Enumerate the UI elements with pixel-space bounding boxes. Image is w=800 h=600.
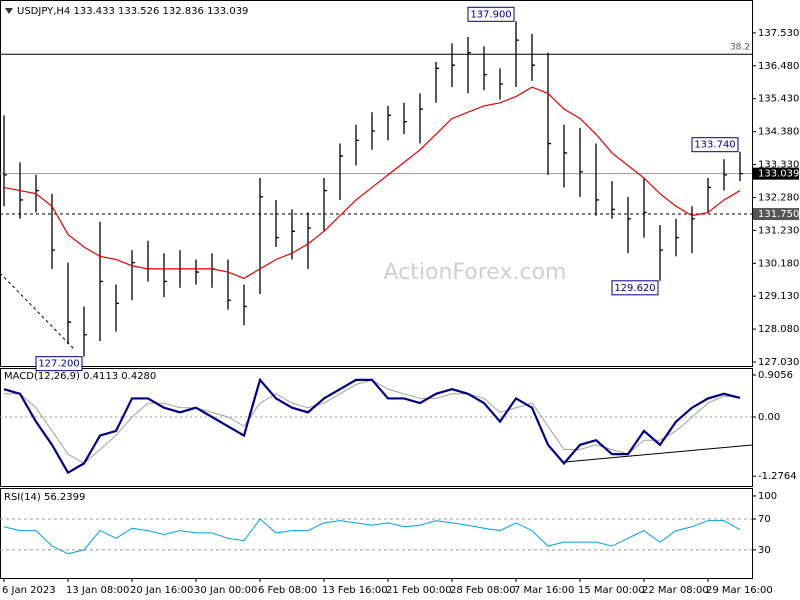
y-tick-label: 130.180 <box>758 258 799 269</box>
price-bar <box>659 225 663 281</box>
rsi-title: RSI(14) 56.2399 <box>4 492 85 503</box>
price-bar <box>435 62 439 103</box>
price-bar <box>675 218 679 257</box>
price-bar <box>739 151 743 182</box>
annotation-label: 127.200 <box>38 359 79 370</box>
macd-panel <box>0 368 753 487</box>
x-tick-label: 20 Jan 16:00 <box>130 585 193 596</box>
rsi-panel <box>0 488 753 579</box>
price-bar <box>451 43 455 88</box>
x-tick-label: 22 Mar 08:00 <box>642 585 709 596</box>
y-tick-label: 70 <box>758 514 771 525</box>
rsi-line <box>3 518 741 555</box>
price-bar <box>163 253 167 298</box>
annotation-label: 137.900 <box>470 9 511 20</box>
moving-average <box>3 86 741 279</box>
annotation-label: 133.740 <box>694 140 735 151</box>
y-tick-label: 127.030 <box>758 357 799 368</box>
price-bar <box>707 178 711 213</box>
price-bar <box>83 306 87 357</box>
y-tick-label: 0.9056 <box>758 370 793 381</box>
price-bar <box>579 127 583 197</box>
price-bar <box>611 181 615 219</box>
last-price-label: 133.039 <box>758 169 799 180</box>
price-bar <box>467 36 471 94</box>
y-tick-label: 135.430 <box>758 94 799 105</box>
annotation-label: 129.620 <box>614 283 655 294</box>
price-bar <box>227 259 231 310</box>
y-tick-label: 100 <box>758 491 777 502</box>
x-tick-label: 21 Feb 00:00 <box>386 585 452 596</box>
price-bar <box>291 209 295 260</box>
macd-line <box>3 377 741 475</box>
price-bar <box>515 21 519 88</box>
price-panel <box>0 0 753 367</box>
price-bar <box>547 52 551 175</box>
price-bar <box>595 143 599 216</box>
y-tick-label: 137.530 <box>758 28 799 39</box>
annotation-box <box>35 356 83 372</box>
y-tick-label: 132.280 <box>758 192 799 203</box>
price-bar <box>195 259 199 285</box>
price-bar <box>643 178 647 238</box>
y-tick-label: 0.00 <box>758 412 780 423</box>
price-bar <box>563 124 567 188</box>
price-bar <box>275 199 279 247</box>
y-tick-label: -1.2764 <box>758 471 797 482</box>
price-bar <box>307 212 311 269</box>
y-tick-label: 131.230 <box>758 225 799 236</box>
y-tick-label: 133.330 <box>758 160 799 171</box>
price-bar <box>627 196 631 254</box>
x-tick-label: 7 Mar 16:00 <box>514 585 574 596</box>
y-tick-label: 136.480 <box>758 61 799 72</box>
annotation-box <box>467 6 515 22</box>
price-bar <box>371 112 375 150</box>
annotation-box <box>691 137 739 153</box>
x-tick-label: 28 Feb 08:00 <box>450 585 516 596</box>
y-tick-label: 129.130 <box>758 291 799 302</box>
price-bar <box>499 68 503 100</box>
price-bar <box>67 262 71 345</box>
support-box <box>753 208 799 221</box>
price-bar <box>419 93 423 144</box>
price-bar <box>531 33 535 81</box>
price-bar <box>723 159 727 191</box>
x-tick-label: 15 Mar 00:00 <box>578 585 645 596</box>
price-bar <box>243 284 247 326</box>
last-price-box <box>753 167 799 180</box>
price-bar <box>691 206 695 254</box>
price-bar <box>403 102 407 135</box>
menu-icon <box>5 8 13 14</box>
price-bar <box>259 178 263 294</box>
macd-trend-line <box>564 444 753 463</box>
price-bar <box>483 46 487 91</box>
x-tick-label: 6 Feb 08:00 <box>258 585 317 596</box>
price-bar <box>323 178 327 232</box>
price-bar <box>3 115 7 207</box>
y-tick-label: 134.380 <box>758 127 799 138</box>
price-bar <box>339 143 343 200</box>
y-tick-label: 30 <box>758 545 771 556</box>
x-tick-label: 6 Jan 2023 <box>2 585 56 596</box>
chart-title: USDJPY,H4 133.433 133.526 132.836 133.03… <box>17 6 248 17</box>
y-tick-label: 128.080 <box>758 324 799 335</box>
macd-title: MACD(12,26,9) 0.4113 0.4280 <box>4 371 156 382</box>
annotation-box <box>611 280 659 296</box>
watermark: ActionForex.com <box>384 260 567 285</box>
price-bar <box>99 221 103 341</box>
price-bar <box>131 250 135 301</box>
x-tick-label: 13 Jan 08:00 <box>66 585 129 596</box>
x-tick-label: 13 Feb 16:00 <box>322 585 388 596</box>
price-bar <box>387 105 391 141</box>
fib-label: 38.2 <box>730 43 750 53</box>
x-tick-label: 30 Jan 00:00 <box>194 585 257 596</box>
support-label: 131.750 <box>758 209 799 220</box>
x-tick-label: 29 Mar 16:00 <box>706 585 773 596</box>
price-bar <box>115 284 119 332</box>
price-bar <box>355 124 359 166</box>
